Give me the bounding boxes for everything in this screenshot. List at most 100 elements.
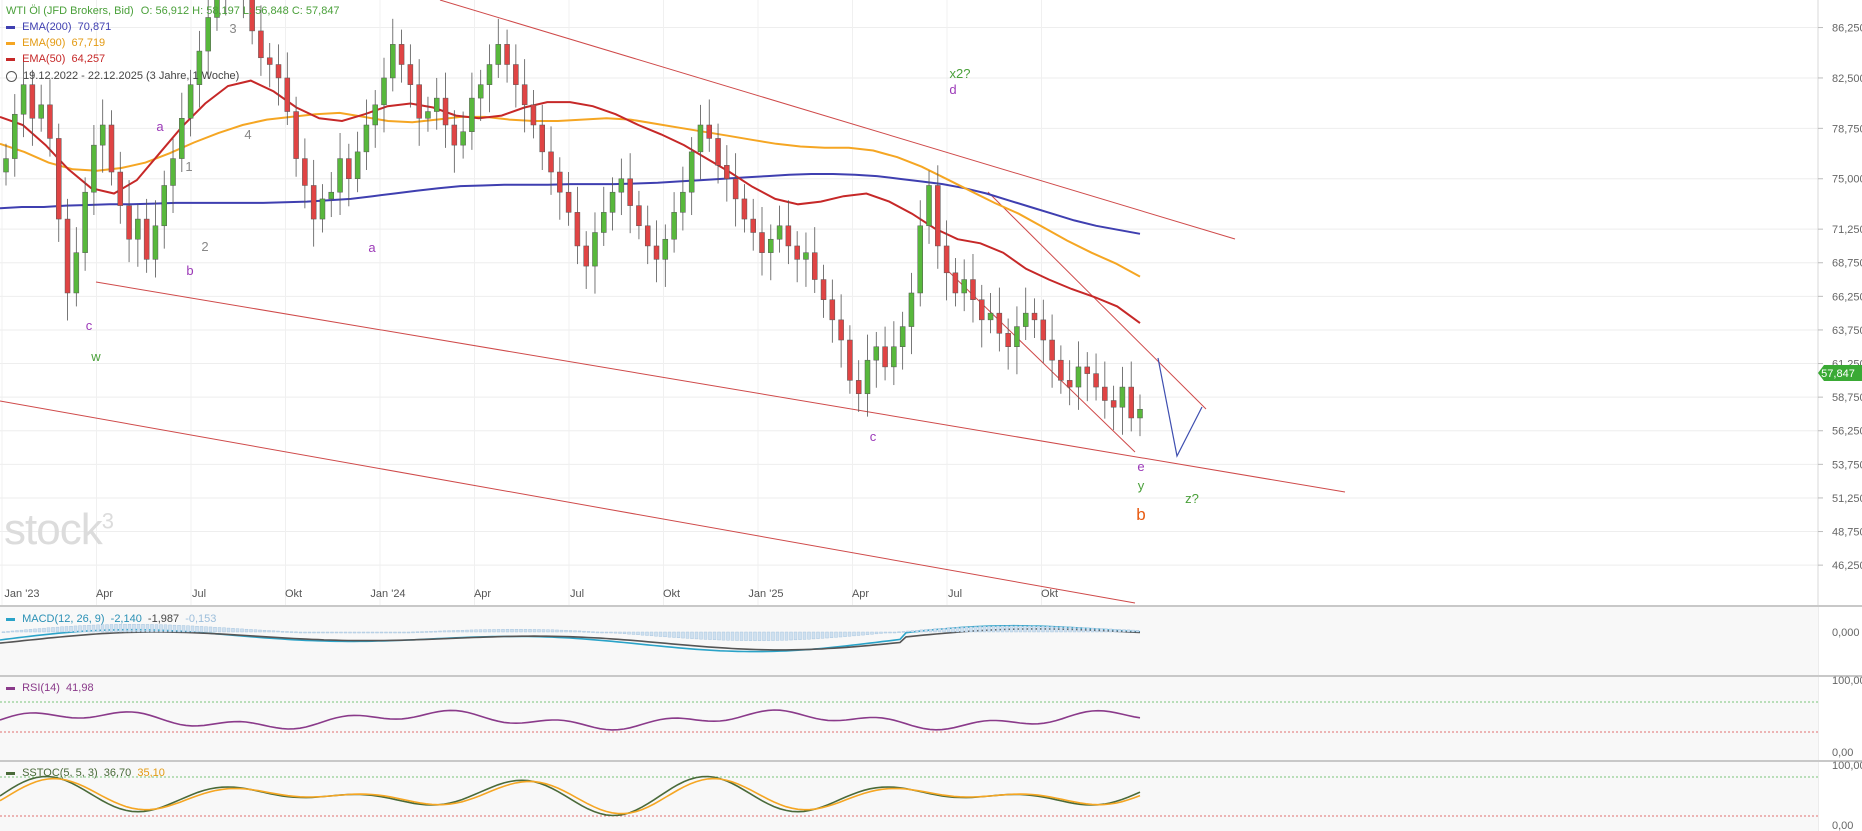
candle-body [266, 57, 273, 65]
macd-histogram-bar [514, 629, 519, 633]
candle-up [1119, 366, 1126, 435]
candle-down [627, 153, 633, 234]
watermark-logo: stock3 [4, 505, 114, 555]
wave-label: x2? [950, 66, 971, 81]
macd-histogram-bar [960, 626, 964, 633]
macd-histogram-bar [240, 628, 244, 633]
macd-histogram-bar [1036, 625, 1041, 633]
macd-histogram-bar [73, 625, 78, 633]
price-tick-label: 71,250 [1832, 224, 1862, 236]
candle-body [1031, 312, 1038, 321]
macd-histogram-bar [631, 631, 636, 635]
candle-body [864, 359, 871, 395]
candle-down [1066, 360, 1073, 406]
candle-body [1119, 386, 1126, 408]
macd-histogram-bar [1014, 625, 1018, 633]
macd-histogram-bar [757, 631, 762, 641]
wave-label: 3 [229, 21, 236, 36]
candle-up [187, 69, 194, 137]
candle-body [363, 124, 370, 153]
macd-histogram-bar [141, 624, 145, 633]
macd-histogram-bar [1090, 627, 1095, 633]
candle-down [829, 279, 836, 343]
macd-histogram-bar [69, 626, 73, 633]
candle-down [1093, 353, 1099, 401]
macd-histogram-bar [393, 631, 397, 634]
macd-histogram-bar [100, 624, 105, 633]
candle-down [724, 145, 730, 202]
ema200-line [0, 173, 1141, 235]
wave-label: b [186, 263, 193, 278]
macd-histogram-bar [649, 631, 654, 637]
candle-down [855, 360, 862, 412]
macd-histogram-bar [118, 624, 123, 633]
macd-histogram-bar [271, 630, 276, 633]
ema50-swatch [6, 57, 15, 61]
candle-body [1022, 312, 1029, 327]
macd-histogram-bar [604, 631, 609, 634]
macd-histogram-bar [775, 631, 780, 641]
candle-down [706, 99, 713, 152]
candle-up [460, 111, 466, 159]
last-price-badge: 57,847 [1818, 365, 1862, 381]
macd-histogram-bar [114, 624, 118, 633]
macd-histogram-bar [46, 627, 51, 633]
candle-body [425, 111, 431, 119]
candle-down [346, 143, 352, 207]
macd-histogram-bar [474, 629, 478, 633]
candle-body [776, 225, 783, 240]
macd-histogram-bar [1081, 627, 1086, 633]
candle-body [205, 17, 211, 52]
macd-histogram-bar [753, 631, 757, 641]
sstoc-value-2: 35,10 [137, 767, 165, 779]
candle-up [214, 0, 220, 31]
macd-histogram-bar [105, 624, 109, 633]
macd-value-1: -2,140 [110, 613, 142, 625]
candle-up [697, 104, 704, 180]
ema-lines [0, 79, 1141, 324]
candle-body [1128, 386, 1134, 419]
candle-down [820, 264, 827, 318]
wave-label: c [870, 429, 877, 444]
macd-histogram-bar [406, 631, 411, 634]
candle-up [38, 84, 44, 132]
sstoc-value-1: 36,70 [103, 767, 132, 779]
macd-histogram-bar [87, 625, 91, 633]
candle-body [469, 97, 475, 132]
macd-histogram-bar [852, 631, 856, 637]
macd-histogram-bar [258, 629, 262, 633]
macd-histogram-bar [901, 631, 906, 633]
macd-histogram-bar [640, 631, 645, 636]
macd-histogram-bar [735, 631, 739, 641]
macd-histogram-bar [321, 631, 325, 634]
candle-down [108, 110, 115, 186]
macd-histogram-bar [1122, 629, 1126, 633]
watermark-text: stock [4, 505, 103, 554]
candle-body [759, 232, 765, 253]
macd-histogram-bar [964, 626, 969, 633]
candle-body [601, 212, 607, 233]
candle-down [811, 227, 818, 293]
price-tick-label: 75,000 [1832, 174, 1862, 186]
macd-histogram-bar [483, 629, 487, 633]
candle-body [530, 104, 537, 126]
time-axis: Jan '23 Apr Jul Okt Jan '24 Apr Jul Okt Jan '25 A… [4, 588, 1058, 600]
candle-body [99, 124, 106, 146]
macd-label: MACD(12, 26, 9) [22, 613, 105, 625]
macd-histogram-bar [325, 631, 330, 634]
candle-body [785, 225, 792, 247]
price-tick-label: 46,250 [1832, 560, 1862, 572]
macd-histogram-bar [82, 625, 87, 633]
macd-histogram-bar [582, 630, 586, 633]
candle-body [1040, 319, 1047, 341]
candle-body [548, 151, 554, 173]
macd-histogram-bar [442, 630, 447, 633]
candle-body [1093, 373, 1099, 388]
macd-histogram-bar [694, 631, 699, 640]
macd-histogram-bar [906, 630, 910, 633]
macd-histogram-bar [469, 629, 474, 633]
macd-histogram-bar [433, 630, 438, 633]
time-tick-label: Apr [852, 588, 869, 600]
macd-histogram-bar [568, 630, 573, 633]
